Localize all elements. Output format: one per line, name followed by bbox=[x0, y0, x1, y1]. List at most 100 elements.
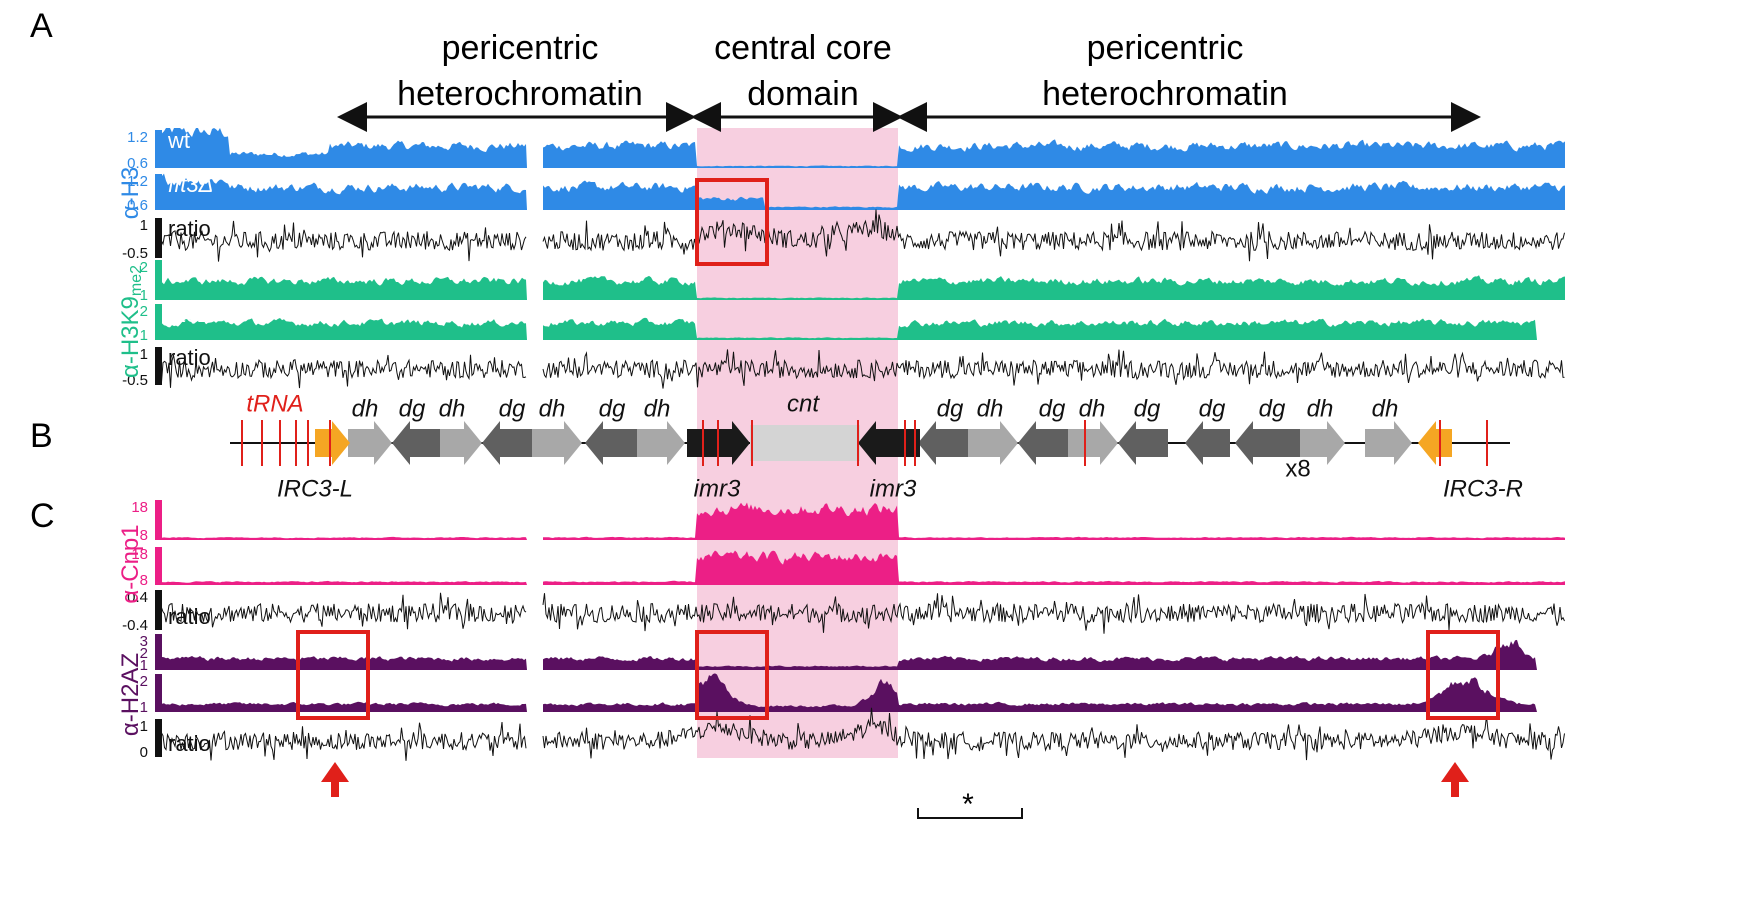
region-label: IRC3-R bbox=[1443, 475, 1523, 502]
track-axis-bar bbox=[155, 304, 162, 340]
track-axis-bar bbox=[155, 674, 162, 712]
region-label: dh bbox=[977, 395, 1004, 422]
scale-label: * bbox=[962, 788, 974, 821]
track-axis-bar bbox=[155, 174, 162, 210]
region-label: dg bbox=[1134, 395, 1161, 422]
track-axis-bar bbox=[155, 218, 162, 258]
tick-label: 2 bbox=[140, 645, 148, 662]
antibody-label: α-H2AZ bbox=[117, 653, 144, 736]
panel-letter: A bbox=[30, 7, 53, 45]
tick-label: 0.6 bbox=[127, 155, 148, 172]
track-axis-bar bbox=[155, 347, 162, 385]
track-axis-bar bbox=[155, 590, 162, 630]
region-label: IRC3-L bbox=[277, 475, 353, 502]
ratio-track bbox=[159, 721, 527, 761]
repeat-arrow bbox=[482, 421, 532, 465]
signal-track bbox=[543, 180, 1565, 210]
track-axis-bar bbox=[155, 719, 162, 757]
tick-label: 1 bbox=[140, 718, 148, 735]
repeat-arrow bbox=[440, 421, 482, 465]
irc3-arrow bbox=[315, 421, 350, 465]
tick-label: 0.4 bbox=[127, 589, 148, 606]
signal-track bbox=[160, 701, 527, 712]
tick-label: 1 bbox=[140, 287, 148, 304]
antibody-subscript: me2 bbox=[128, 265, 145, 296]
track-label: ratio bbox=[168, 604, 211, 629]
ratio-track bbox=[159, 354, 527, 389]
signal-track bbox=[160, 128, 527, 168]
region-label: dh bbox=[1307, 395, 1334, 422]
highlight-box bbox=[695, 178, 769, 266]
tick-label: 1 bbox=[140, 699, 148, 716]
repeat-arrow bbox=[532, 421, 582, 465]
track-label: wt bbox=[167, 498, 190, 523]
tick-label: 2 bbox=[140, 673, 148, 690]
region-label: imr3 bbox=[870, 475, 917, 502]
tick-label: 18 bbox=[131, 499, 148, 516]
signal-track bbox=[160, 318, 527, 340]
region-label: dh bbox=[644, 395, 671, 422]
region-label: heterochromatin bbox=[1042, 75, 1288, 113]
tick-label: 2 bbox=[140, 303, 148, 320]
repeat-arrow bbox=[348, 421, 392, 465]
repeat-arrow bbox=[1068, 421, 1118, 465]
track-label: wt bbox=[167, 632, 190, 657]
region-label: pericentric bbox=[1087, 29, 1244, 67]
highlight-box bbox=[695, 630, 769, 720]
repeat-arrow bbox=[1185, 421, 1230, 465]
region-label: dh bbox=[352, 395, 379, 422]
tick-label: 18 bbox=[131, 546, 148, 563]
region-label: dg bbox=[499, 395, 526, 422]
region-label: dh bbox=[1372, 395, 1399, 422]
track-label: ratio bbox=[168, 345, 211, 370]
region-label: dh bbox=[539, 395, 566, 422]
cnt-box bbox=[750, 425, 860, 461]
track-label: wt bbox=[167, 128, 190, 153]
region-label: dg bbox=[1259, 395, 1286, 422]
track-label: fft3Δ bbox=[168, 172, 213, 197]
region-label: dg bbox=[1039, 395, 1066, 422]
repeat-arrow bbox=[1018, 421, 1068, 465]
panel-letter: B bbox=[30, 417, 53, 455]
ratio-track bbox=[542, 707, 1565, 761]
repeat-arrow bbox=[637, 421, 685, 465]
signal-track bbox=[160, 656, 527, 670]
repeat-arrow bbox=[392, 421, 440, 465]
antibody-name: α-Cnp1 bbox=[117, 524, 144, 603]
track-axis-bar bbox=[155, 130, 162, 168]
signal-track bbox=[543, 317, 1565, 340]
scale-bar bbox=[917, 808, 1023, 819]
signal-track bbox=[543, 502, 1565, 540]
pointer-arrow bbox=[1441, 762, 1469, 797]
antibody-label: α-H3 bbox=[117, 167, 144, 220]
track-axis-bar bbox=[155, 260, 162, 300]
panel-letter: C bbox=[30, 497, 55, 535]
signal-track bbox=[160, 173, 527, 210]
irc3-arrow bbox=[1418, 421, 1452, 465]
track-axis-bar bbox=[155, 500, 162, 540]
track-label: ratio bbox=[168, 731, 211, 756]
repeat-arrow bbox=[968, 421, 1018, 465]
signal-track bbox=[543, 139, 1565, 168]
region-label: dh bbox=[439, 395, 466, 422]
region-label: dg bbox=[937, 395, 964, 422]
antibody-name: α-H2AZ bbox=[117, 653, 144, 736]
antibody-label: α-H3K9me2 bbox=[117, 265, 145, 378]
signal-track bbox=[543, 275, 1565, 300]
region-label: pericentric bbox=[442, 29, 599, 67]
region-label: dh bbox=[1079, 395, 1106, 422]
region-label: imr3 bbox=[694, 475, 741, 502]
track-label: fft3Δ bbox=[168, 545, 213, 570]
ratio-track bbox=[159, 220, 527, 262]
repeat-arrow bbox=[1118, 421, 1168, 465]
repeat-arrow bbox=[585, 421, 637, 465]
ratio-track bbox=[159, 592, 527, 630]
highlight-box bbox=[1426, 630, 1500, 720]
signal-track bbox=[543, 550, 1565, 585]
track-label: ratio bbox=[168, 216, 211, 241]
region-label: central core bbox=[714, 29, 892, 67]
repeat-arrow bbox=[1235, 421, 1300, 465]
signal-track bbox=[543, 639, 1565, 670]
tick-label: 1.2 bbox=[127, 173, 148, 190]
